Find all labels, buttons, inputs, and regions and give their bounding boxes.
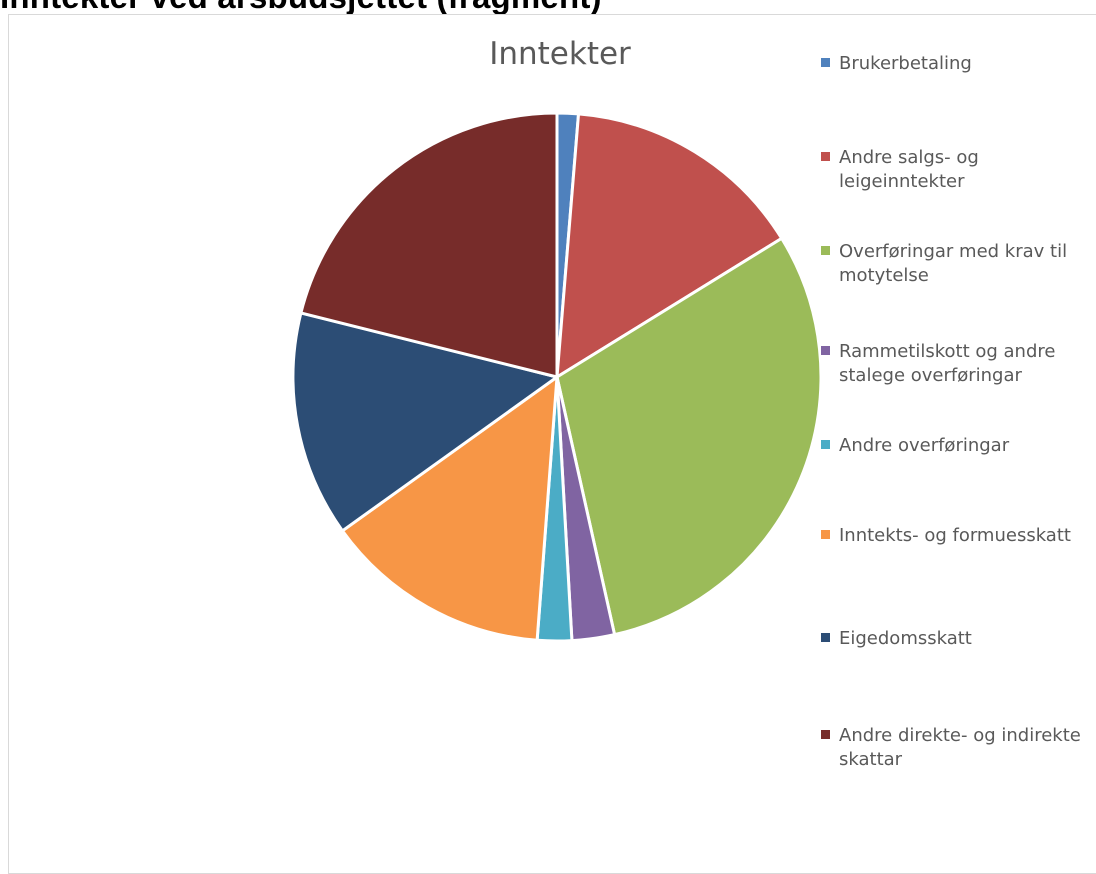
chart-title: Inntekter [489,36,631,72]
pie-slice-7 [299,111,559,379]
legend-label-5: Inntekts- og formuesskatt [839,525,1071,546]
pie-slice-5 [340,375,559,642]
legend-swatch-6 [821,633,830,642]
legend-label-1: Andre salgs- og leigeinntekter [839,147,979,192]
pie-slice-1 [555,112,784,379]
pie-slice-6 [291,311,559,533]
legend-swatch-4 [821,440,830,449]
legend-swatch-7 [821,730,830,739]
legend-swatch-3 [821,346,830,355]
pie-chart [291,111,823,643]
pie-slice-2 [555,236,823,637]
legend-label-6: Eigedomsskatt [839,628,972,649]
legend-label-7: Andre direkte- og indirekte skattar [839,725,1081,770]
page-heading: Inntekter ved årsbudsjettet (fragment) [0,0,602,14]
legend-label-4: Andre overføringar [839,435,1010,456]
legend-label-3: Rammetilskott og andre stalege overførin… [839,341,1056,386]
legend-label-0: Brukerbetaling [839,53,972,74]
legend-swatch-5 [821,530,830,539]
page-heading-clip: Inntekter ved årsbudsjettet (fragment) [0,0,1096,14]
legend-swatch-0 [821,58,830,67]
legend-label-2: Overføringar med krav til motytelse [839,241,1068,286]
legend-swatch-1 [821,152,830,161]
legend-swatch-2 [821,246,830,255]
